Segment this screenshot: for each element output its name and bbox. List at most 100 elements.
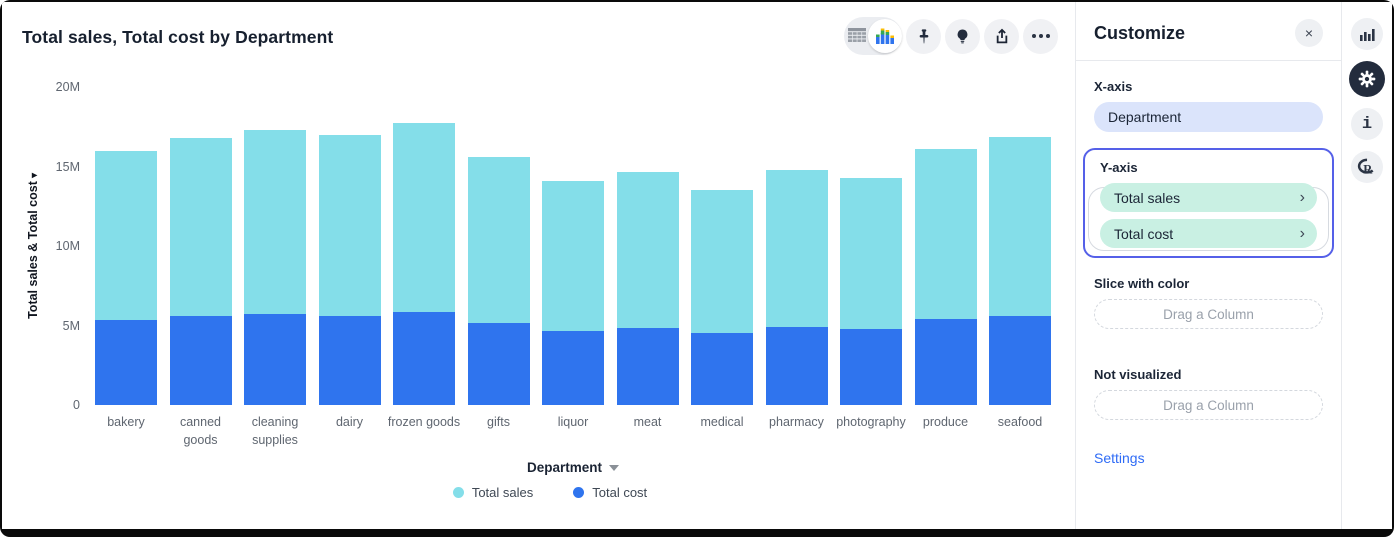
bar-segment-total-sales[interactable] — [840, 177, 902, 329]
bar-cleaning-supplies[interactable] — [244, 129, 306, 405]
r-rail-button[interactable]: R — [1351, 151, 1383, 183]
info-icon: i — [1361, 114, 1373, 134]
bar-segment-total-sales[interactable] — [542, 180, 604, 332]
more-options-icon — [1031, 34, 1050, 38]
r-logo-icon: R — [1357, 158, 1377, 176]
chevron-right-icon: › — [1299, 188, 1305, 206]
table-view-icon[interactable] — [844, 28, 870, 44]
x-axis-column-pill[interactable]: Department — [1094, 102, 1323, 132]
more-options-button[interactable] — [1023, 18, 1058, 54]
x-tick-label: medical — [700, 415, 744, 429]
bar-segment-total-sales[interactable] — [393, 122, 455, 312]
bar-pharmacy[interactable] — [765, 169, 828, 405]
chart-legend: Total sales Total cost — [95, 485, 1005, 500]
legend-label: Total sales — [471, 485, 534, 500]
x-tick-label: pharmacy — [769, 415, 824, 429]
svg-text:R: R — [1363, 162, 1373, 176]
info-rail-button[interactable]: i — [1351, 108, 1383, 140]
bar-segment-total-cost[interactable] — [765, 327, 828, 405]
customize-panel: Customize × X-axis Department Y-axis Tot… — [1076, 2, 1341, 529]
slice-with-color-label: Slice with color — [1094, 276, 1190, 291]
x-tick-label: canned goods — [179, 415, 221, 448]
bar-seafood[interactable] — [989, 137, 1051, 405]
chart-title: Total sales, Total cost by Department — [22, 27, 334, 47]
bar-photography[interactable] — [840, 177, 902, 405]
x-axis-field-dropdown[interactable]: Department — [527, 460, 619, 475]
x-tick-label: seafood — [997, 415, 1043, 429]
y-tick-label: 10M — [55, 239, 80, 253]
y-tick-label: 5M — [62, 318, 80, 333]
bar-produce[interactable] — [914, 149, 977, 405]
bar-dairy[interactable] — [318, 134, 381, 405]
bar-segment-total-sales[interactable] — [244, 129, 306, 314]
customize-title: Customize — [1094, 22, 1186, 43]
close-icon: × — [1304, 25, 1314, 41]
y-tick-label: 20M — [55, 80, 80, 94]
y-axis-pill-total-cost[interactable]: Total cost › — [1100, 219, 1317, 248]
x-tick-label: bakery — [107, 415, 145, 429]
view-toggle[interactable] — [844, 17, 902, 55]
bar-segment-total-cost[interactable] — [467, 323, 530, 405]
customize-rail-button[interactable] — [1349, 61, 1385, 97]
bar-segment-total-cost[interactable] — [393, 311, 455, 405]
right-icon-rail: i R — [1341, 2, 1392, 529]
bar-gifts[interactable] — [467, 156, 530, 405]
bar-segment-total-cost[interactable] — [169, 315, 232, 405]
legend-item-total-cost[interactable]: Total cost — [573, 485, 647, 500]
legend-label: Total cost — [592, 485, 648, 500]
stacked-bar-chart: Total sales & Total cost▸ Department Tot… — [2, 2, 1076, 529]
bar-segment-total-sales[interactable] — [616, 172, 679, 328]
bar-segment-total-cost[interactable] — [989, 315, 1051, 405]
bar-bakery[interactable] — [95, 150, 157, 405]
slice-with-color-dropzone[interactable]: Drag a Column — [1094, 299, 1323, 329]
not-visualized-dropzone[interactable]: Drag a Column — [1094, 390, 1323, 420]
pin-button[interactable] — [906, 18, 941, 54]
x-tick-label: cleaning supplies — [251, 415, 299, 448]
legend-dot-icon — [452, 487, 464, 498]
bar-segment-total-cost[interactable] — [914, 319, 977, 405]
bar-segment-total-cost[interactable] — [691, 332, 753, 405]
bar-medical[interactable] — [691, 190, 753, 405]
panel-divider — [1076, 60, 1341, 61]
x-tick-label: gifts — [487, 415, 510, 429]
bar-chart-icon — [1360, 29, 1375, 41]
bar-segment-total-cost[interactable] — [616, 327, 679, 405]
bar-segment-total-cost[interactable] — [244, 313, 306, 405]
settings-link[interactable]: Settings — [1094, 450, 1145, 466]
bar-liquor[interactable] — [542, 180, 604, 405]
pin-icon — [919, 28, 928, 44]
lightbulb-icon — [957, 29, 968, 43]
bar-segment-total-cost[interactable] — [95, 319, 157, 405]
bar-segment-total-sales[interactable] — [467, 156, 530, 324]
insights-button[interactable] — [945, 18, 980, 54]
chevron-right-icon: › — [1299, 224, 1305, 242]
bar-segment-total-sales[interactable] — [95, 150, 157, 320]
y-axis-drop-group: Y-axis Total sales › Total cost › — [1083, 148, 1334, 258]
bar-segment-total-sales[interactable] — [765, 169, 828, 328]
chart-view-icon[interactable] — [868, 19, 902, 53]
chart-rail-button[interactable] — [1351, 18, 1383, 50]
close-button[interactable]: × — [1295, 19, 1323, 47]
bar-canned-goods[interactable] — [169, 137, 232, 405]
bar-segment-total-sales[interactable] — [318, 134, 381, 316]
bar-segment-total-sales[interactable] — [691, 190, 753, 333]
share-button[interactable] — [984, 18, 1019, 54]
legend-item-total-sales[interactable]: Total sales — [452, 485, 534, 500]
bar-segment-total-cost[interactable] — [542, 331, 604, 405]
bar-segment-total-sales[interactable] — [989, 137, 1051, 316]
chart-toolbar — [844, 17, 1058, 55]
bar-meat[interactable] — [616, 172, 679, 405]
bar-segment-total-sales[interactable] — [914, 149, 977, 320]
x-axis-title: Department — [95, 460, 1051, 475]
dropdown-arrow-icon — [609, 464, 619, 471]
bar-segment-total-sales[interactable] — [169, 137, 232, 316]
bar-frozen-goods[interactable] — [393, 122, 455, 405]
x-tick-label: frozen goods — [387, 415, 461, 429]
x-tick-label: meat — [633, 415, 662, 429]
gear-icon — [1358, 70, 1376, 88]
bar-segment-total-cost[interactable] — [318, 315, 381, 405]
y-axis-pill-total-sales[interactable]: Total sales › — [1100, 183, 1317, 212]
bar-segment-total-cost[interactable] — [840, 328, 902, 405]
customize-header: Customize × — [1094, 18, 1323, 48]
